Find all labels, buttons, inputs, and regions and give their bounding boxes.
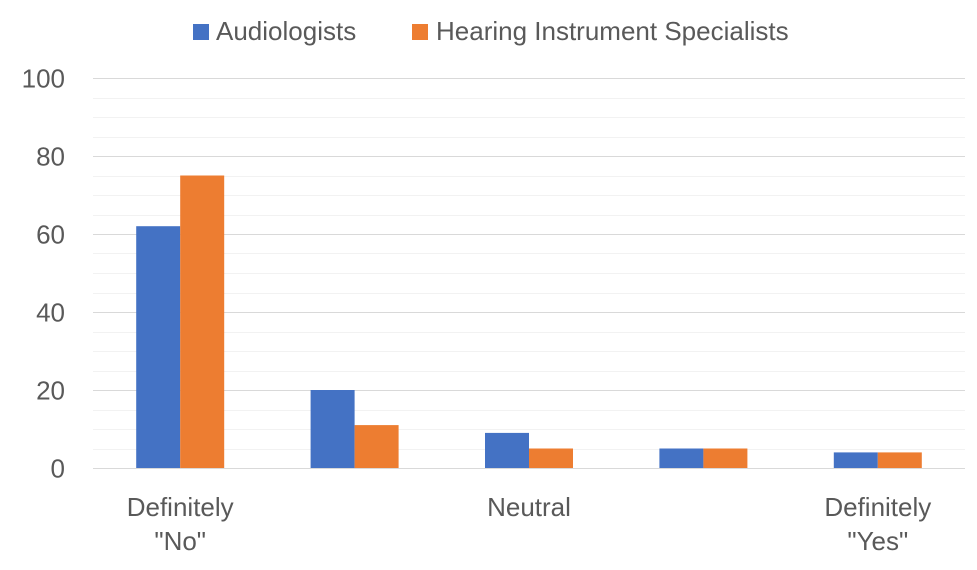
bar-hearing-instrument-specialists-0 xyxy=(180,175,225,468)
legend-label-hearing-instrument-specialists: Hearing Instrument Specialists xyxy=(436,16,789,46)
y-tick-label: 40 xyxy=(36,298,65,328)
bar-hearing-instrument-specialists-1 xyxy=(354,425,399,468)
gridlines xyxy=(93,78,965,450)
y-tick-label: 0 xyxy=(51,454,65,484)
bar-audiologists-1 xyxy=(310,390,355,468)
bars xyxy=(136,175,922,468)
y-tick-label: 100 xyxy=(22,64,65,94)
bar-audiologists-0 xyxy=(136,226,181,468)
bar-hearing-instrument-specialists-2 xyxy=(529,448,573,468)
x-category-label: "No" xyxy=(154,526,206,556)
bar-audiologists-3 xyxy=(659,448,704,468)
bar-audiologists-2 xyxy=(485,432,529,468)
legend: Audiologists Hearing Instrument Speciali… xyxy=(193,16,789,46)
y-tick-label: 20 xyxy=(36,376,65,406)
bar-audiologists-4 xyxy=(833,452,878,468)
y-axis: 0 20 40 60 80 100 xyxy=(22,64,65,484)
x-category-label: Definitely xyxy=(127,492,234,522)
legend-swatch-hearing-instrument-specialists xyxy=(412,24,428,40)
x-category-label: Neutral xyxy=(487,492,571,522)
x-axis: Definitely "No" Neutral Definitely "Yes" xyxy=(93,468,965,556)
x-category-label: Definitely xyxy=(824,492,931,522)
y-tick-label: 60 xyxy=(36,220,65,250)
y-tick-label: 80 xyxy=(36,142,65,172)
legend-label-audiologists: Audiologists xyxy=(216,16,356,46)
x-category-label: "Yes" xyxy=(847,526,908,556)
legend-swatch-audiologists xyxy=(193,24,209,40)
bar-hearing-instrument-specialists-4 xyxy=(877,452,922,468)
bar-hearing-instrument-specialists-3 xyxy=(703,448,748,468)
